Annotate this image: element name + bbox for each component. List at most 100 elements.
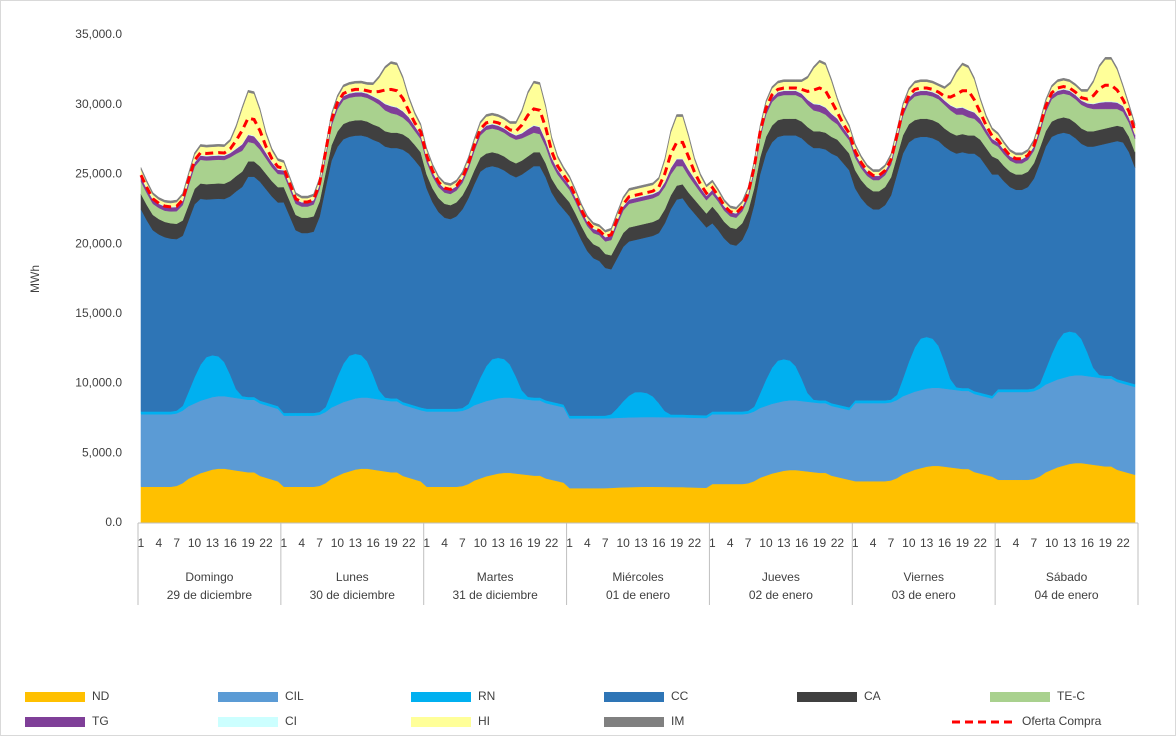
x-tick-label: 16 (938, 536, 952, 550)
x-tick-label: 4 (870, 536, 877, 550)
legend-swatch (990, 692, 1050, 702)
x-tick-label: 19 (1099, 536, 1113, 550)
x-tick-label: 7 (745, 536, 752, 550)
x-tick-label: 1 (138, 536, 145, 550)
group-label: Sábado (1046, 570, 1088, 584)
group-label: 01 de enero (606, 588, 670, 602)
group-label: 30 de diciembre (310, 588, 396, 602)
legend-label: ND (92, 689, 110, 703)
x-tick-label: 1 (995, 536, 1002, 550)
x-tick-label: 7 (459, 536, 466, 550)
x-tick-label: 10 (1045, 536, 1059, 550)
x-tick-label: 19 (670, 536, 684, 550)
group-label: Martes (477, 570, 514, 584)
x-tick-label: 7 (316, 536, 323, 550)
x-tick-label: 16 (1081, 536, 1095, 550)
legend-label: CI (285, 714, 297, 728)
legend-swatch (797, 692, 857, 702)
x-tick-label: 10 (188, 536, 202, 550)
y-tick-label: 35,000.0 (75, 27, 122, 41)
x-tick-label: 19 (813, 536, 827, 550)
x-tick-label: 13 (491, 536, 505, 550)
y-axis-label: MWh (28, 265, 42, 293)
group-label: 03 de enero (892, 588, 956, 602)
y-tick-label: 5,000.0 (82, 445, 122, 459)
x-tick-label: 4 (584, 536, 591, 550)
x-tick-label: 1 (423, 536, 430, 550)
x-tick-label: 10 (616, 536, 630, 550)
legend-label: TE-C (1057, 689, 1085, 703)
x-tick-label: 1 (566, 536, 573, 550)
x-tick-label: 19 (527, 536, 541, 550)
x-tick-label: 4 (441, 536, 448, 550)
group-label: Miércoles (612, 570, 663, 584)
legend-label: CC (671, 689, 689, 703)
group-label: Jueves (762, 570, 800, 584)
legend-label: CIL (285, 689, 304, 703)
x-tick-label: 22 (259, 536, 273, 550)
group-label: 04 de enero (1035, 588, 1099, 602)
x-tick-label: 22 (688, 536, 702, 550)
x-tick-label: 13 (349, 536, 363, 550)
legend-swatch (604, 692, 664, 702)
legend-swatch (411, 717, 471, 727)
x-tick-label: 7 (1030, 536, 1037, 550)
group-label: 02 de enero (749, 588, 813, 602)
group-label: Viernes (903, 570, 943, 584)
legend-swatch (604, 717, 664, 727)
x-tick-label: 22 (831, 536, 845, 550)
x-tick-label: 1 (709, 536, 716, 550)
x-tick-label: 13 (920, 536, 934, 550)
legend-label: HI (478, 714, 490, 728)
group-label: 29 de diciembre (167, 588, 253, 602)
x-tick-label: 10 (474, 536, 488, 550)
x-tick-label: 19 (956, 536, 970, 550)
y-tick-label: 25,000.0 (75, 167, 122, 181)
legend-label: CA (864, 689, 881, 703)
x-tick-label: 22 (545, 536, 559, 550)
x-tick-label: 13 (1063, 536, 1077, 550)
x-tick-label: 13 (777, 536, 791, 550)
x-tick-label: 16 (509, 536, 523, 550)
x-tick-label: 7 (888, 536, 895, 550)
legend-swatch (25, 717, 85, 727)
x-tick-label: 22 (402, 536, 416, 550)
x-tick-label: 16 (224, 536, 238, 550)
legend-swatch (411, 692, 471, 702)
x-tick-label: 16 (366, 536, 380, 550)
x-tick-label: 1 (280, 536, 287, 550)
legend-swatch (218, 692, 278, 702)
legend-label: TG (92, 714, 109, 728)
legend-swatch (218, 717, 278, 727)
y-tick-label: 15,000.0 (75, 306, 122, 320)
legend-label: Oferta Compra (1022, 714, 1102, 728)
x-tick-label: 7 (602, 536, 609, 550)
x-tick-label: 22 (974, 536, 988, 550)
legend-label: IM (671, 714, 684, 728)
x-tick-label: 19 (384, 536, 398, 550)
group-label: 31 de diciembre (452, 588, 538, 602)
y-tick-label: 10,000.0 (75, 376, 122, 390)
x-tick-label: 13 (206, 536, 220, 550)
x-tick-label: 1 (852, 536, 859, 550)
x-tick-label: 16 (795, 536, 809, 550)
x-tick-label: 10 (759, 536, 773, 550)
y-tick-label: 0.0 (105, 515, 122, 529)
x-tick-label: 4 (727, 536, 734, 550)
line (139, 83, 1137, 239)
x-tick-label: 7 (173, 536, 180, 550)
y-tick-label: 30,000.0 (75, 97, 122, 111)
x-tick-label: 16 (652, 536, 666, 550)
x-tick-label: 22 (1116, 536, 1130, 550)
x-tick-label: 4 (298, 536, 305, 550)
x-tick-label: 4 (155, 536, 162, 550)
x-tick-label: 4 (1013, 536, 1020, 550)
legend-label: RN (478, 689, 495, 703)
x-tick-label: 19 (241, 536, 255, 550)
x-tick-label: 10 (331, 536, 345, 550)
legend-swatch (25, 692, 85, 702)
y-tick-label: 20,000.0 (75, 236, 122, 250)
x-tick-label: 13 (634, 536, 648, 550)
group-label: Domingo (185, 570, 233, 584)
